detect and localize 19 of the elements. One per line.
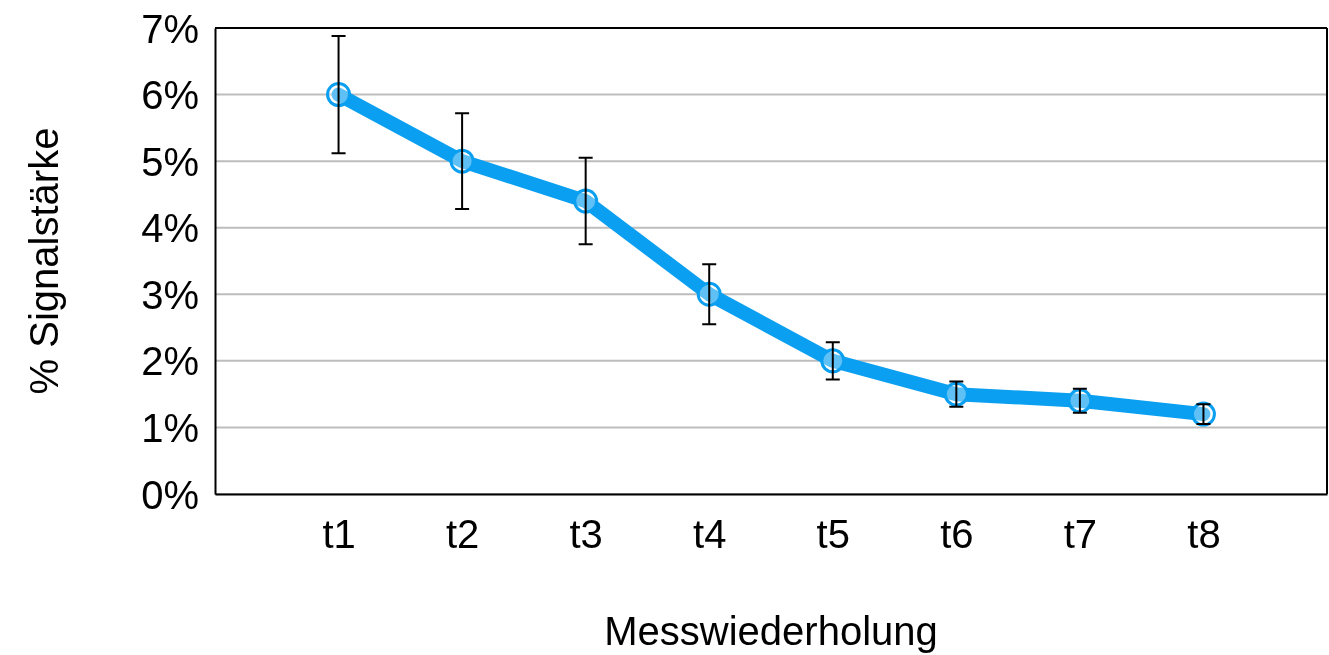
x-tick-label: t2 — [445, 512, 480, 557]
y-axis-title: % Signalstärke — [22, 127, 66, 395]
y-tick-label: 4% — [141, 206, 199, 251]
x-tick-label: t1 — [322, 512, 356, 557]
y-tick-label: 5% — [141, 139, 199, 184]
y-tick-label: 2% — [141, 339, 199, 384]
x-tick-label: t6 — [940, 512, 974, 557]
point — [1190, 401, 1216, 427]
y-tick-label: 6% — [141, 73, 199, 118]
y-tick-label: 0% — [141, 472, 199, 517]
y-tick-label: 7% — [141, 6, 199, 51]
x-axis-title: Messwiederholung — [604, 609, 938, 653]
x-tick-label: t7 — [1063, 512, 1098, 557]
y-tick-label: 1% — [141, 405, 199, 450]
y-tick-label: 3% — [141, 272, 199, 317]
x-tick-label: t5 — [816, 512, 850, 557]
x-tick-label: t8 — [1187, 512, 1221, 557]
x-tick-label: t4 — [693, 512, 727, 557]
x-tick-label: t3 — [569, 512, 603, 557]
